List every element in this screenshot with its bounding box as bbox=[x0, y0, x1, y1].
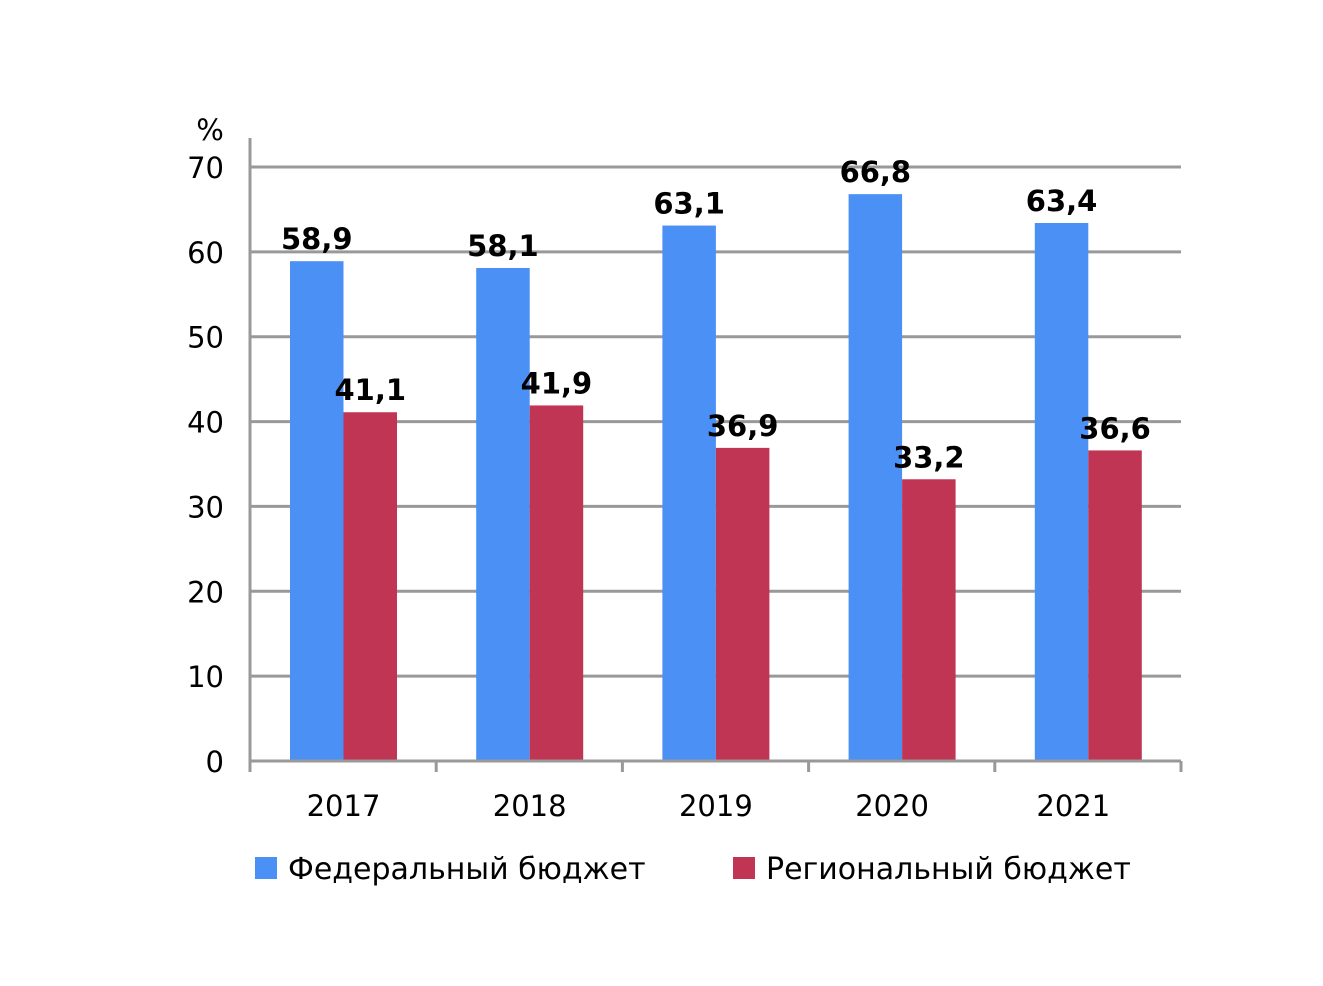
x-tick-label: 2020 bbox=[855, 789, 929, 823]
bar-regional bbox=[902, 479, 956, 761]
y-tick-label: 70 bbox=[187, 151, 224, 185]
y-tick-label: 30 bbox=[187, 490, 224, 524]
data-label: 63,1 bbox=[653, 187, 725, 221]
data-label: 41,1 bbox=[334, 373, 406, 407]
data-label: 33,2 bbox=[893, 440, 965, 474]
bar-federal bbox=[476, 267, 530, 761]
y-tick-label: 10 bbox=[187, 660, 224, 694]
bar-regional bbox=[343, 412, 397, 761]
legend-label: Федеральный бюджет bbox=[288, 852, 646, 887]
bar-regional bbox=[529, 405, 584, 761]
y-tick-label: 20 bbox=[187, 575, 224, 609]
axes: 0 10 20 30 40 50 60 70 2017 2018 2019 2020 2021 bbox=[187, 138, 1183, 823]
legend-swatch bbox=[733, 857, 755, 879]
bar-federal bbox=[662, 225, 716, 762]
data-label: 41,9 bbox=[521, 366, 593, 400]
y-axis-label: % bbox=[196, 113, 224, 147]
legend: Федеральный бюджет Региональный бюджет bbox=[255, 852, 1131, 887]
bar-federal bbox=[1034, 223, 1089, 761]
data-label: 58,1 bbox=[467, 229, 539, 263]
y-tick-label: 0 bbox=[206, 745, 224, 779]
x-tick-label: 2017 bbox=[307, 789, 381, 823]
x-tick-label: 2021 bbox=[1036, 789, 1110, 823]
bar-federal bbox=[848, 194, 903, 761]
data-label: 36,6 bbox=[1079, 411, 1151, 445]
legend-swatch bbox=[255, 857, 277, 879]
y-tick-label: 40 bbox=[187, 406, 224, 440]
y-tick-label: 60 bbox=[187, 236, 224, 270]
x-tick-label: 2018 bbox=[493, 789, 567, 823]
bars: 58,9 41,1 58,1 41,9 63,1 36,9 66,8 33,2 63,4 36,6 bbox=[281, 155, 1151, 762]
data-label: 36,9 bbox=[707, 409, 779, 443]
bar-regional bbox=[1088, 450, 1142, 761]
x-tick-label: 2019 bbox=[679, 789, 753, 823]
bar-federal bbox=[290, 261, 344, 761]
data-label: 63,4 bbox=[1026, 184, 1098, 218]
data-label: 58,9 bbox=[281, 222, 353, 256]
bar-regional bbox=[715, 447, 770, 761]
y-tick-label: 50 bbox=[187, 321, 224, 355]
legend-label: Региональный бюджет bbox=[766, 852, 1131, 887]
data-label: 66,8 bbox=[840, 155, 912, 189]
